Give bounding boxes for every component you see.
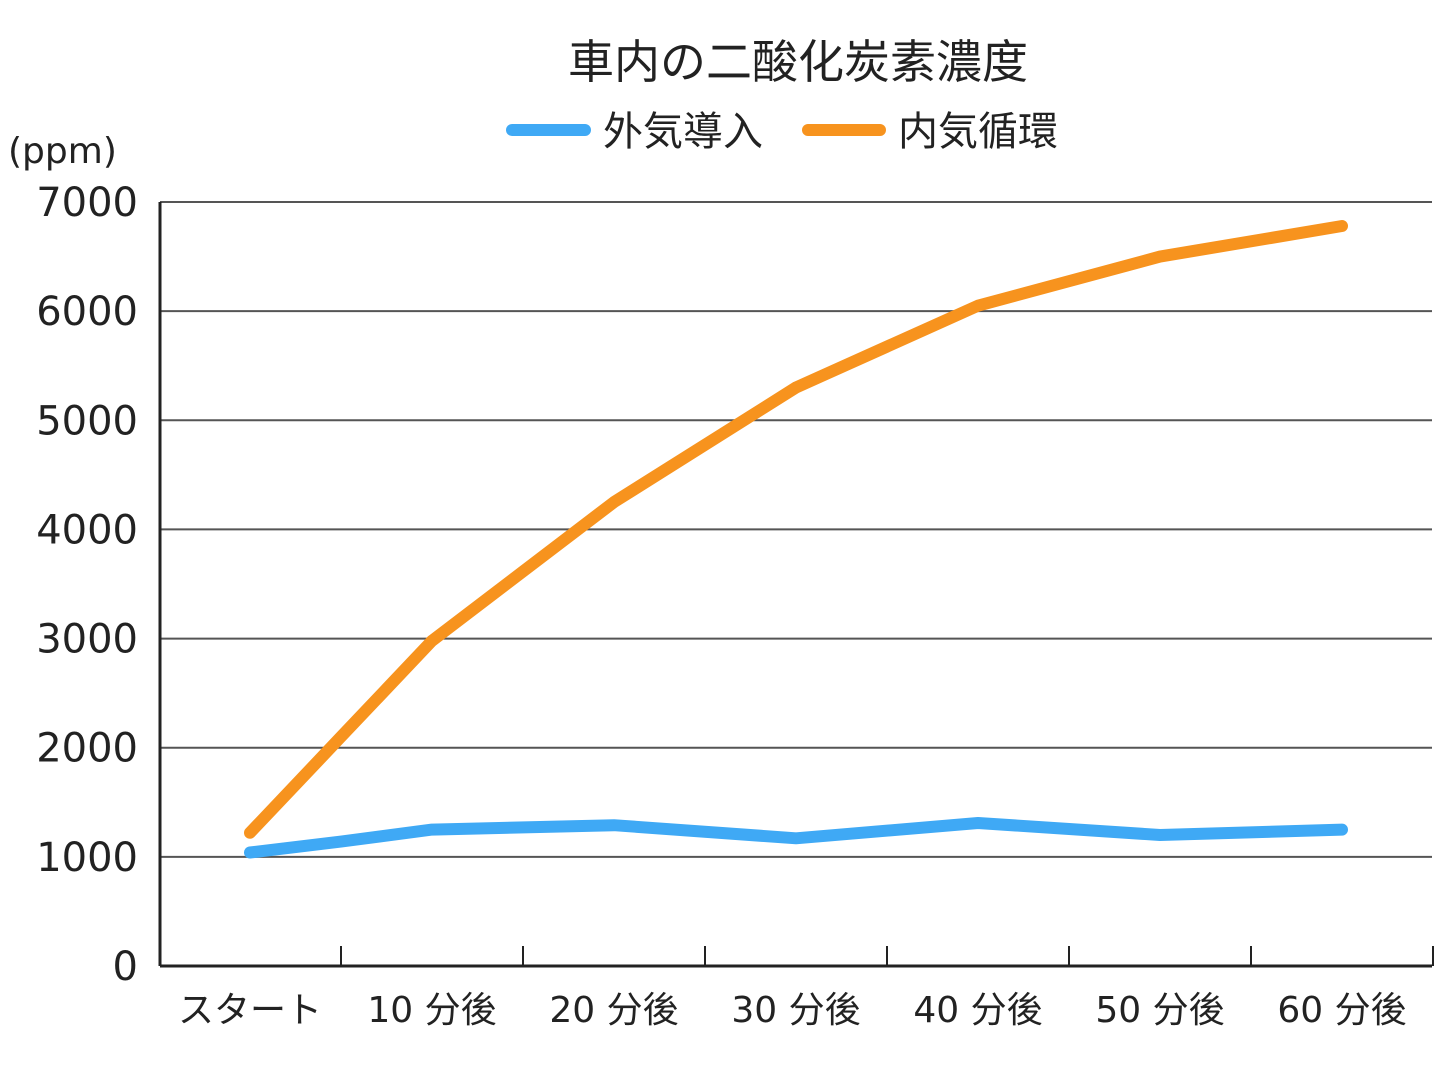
series-line-0 xyxy=(244,817,1348,859)
y-tick-label-5000: 5000 xyxy=(36,398,138,444)
legend-label-recirculation: 内気循環 xyxy=(898,109,1058,155)
x-tick-label-4: 40 分後 xyxy=(913,990,1042,1031)
legend: 外気導入 内気循環 xyxy=(506,109,1058,155)
y-tick-label-6000: 6000 xyxy=(36,289,138,335)
series-line-1 xyxy=(244,220,1348,839)
series-lines xyxy=(244,220,1348,859)
grid-lines xyxy=(160,201,1432,858)
x-tick-label-1: 10 分後 xyxy=(367,990,496,1031)
y-axis-tick-labels: 0 1000 2000 3000 4000 5000 6000 7000 xyxy=(36,180,138,990)
x-tick-label-3: 30 分後 xyxy=(731,990,860,1031)
y-tick-label-1000: 1000 xyxy=(36,835,138,881)
chart-title: 車内の二酸化炭素濃度 xyxy=(568,35,1028,89)
y-tick-label-0: 0 xyxy=(113,944,138,990)
y-axis-unit-label: (ppm) xyxy=(8,131,117,172)
x-tick-label-5: 50 分後 xyxy=(1095,990,1224,1031)
legend-label-outside-air: 外気導入 xyxy=(603,109,763,155)
x-axis: スタート 10 分後 20 分後 30 分後 40 分後 50 分後 60 分後 xyxy=(158,202,1434,1031)
x-tick-label-6: 60 分後 xyxy=(1277,990,1406,1031)
y-tick-label-7000: 7000 xyxy=(36,180,138,226)
x-tick-label-2: 20 分後 xyxy=(549,990,678,1031)
y-tick-label-3000: 3000 xyxy=(36,617,138,663)
y-tick-label-4000: 4000 xyxy=(36,507,138,553)
x-tick-label-0: スタート xyxy=(178,990,322,1031)
y-tick-label-2000: 2000 xyxy=(36,726,138,772)
